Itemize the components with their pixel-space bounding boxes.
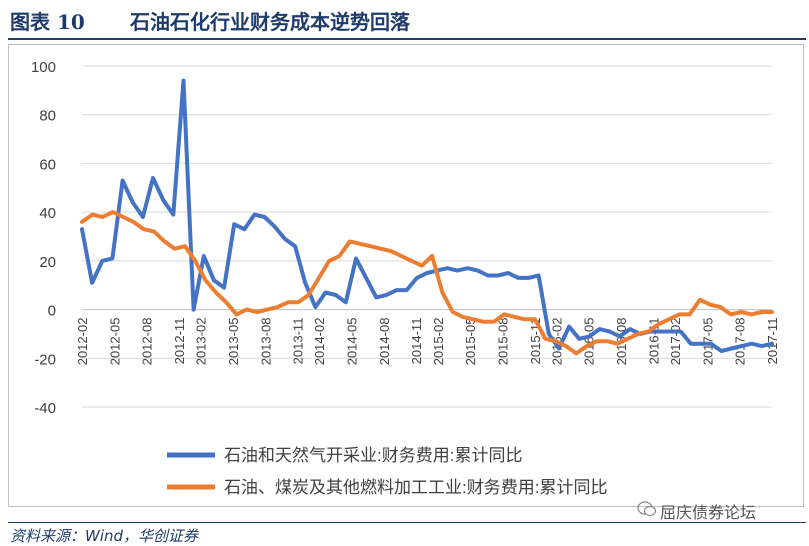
x-tick-label: 2012-02 — [75, 318, 90, 366]
x-tick-label: 2015-11 — [528, 318, 543, 365]
x-tick-label: 2013-11 — [291, 318, 306, 365]
footer-divider — [8, 522, 806, 523]
watermark: 屈庆债券论坛 — [660, 503, 757, 522]
x-tick-label: 2012-05 — [107, 318, 122, 366]
x-tick-label: 2017-11 — [765, 318, 780, 365]
title-divider — [8, 38, 806, 40]
y-tick-label: 40 — [39, 205, 56, 222]
legend-label-2: 石油、煤炭及其他燃料加工工业:财务费用:累计同比 — [224, 478, 607, 497]
y-tick-label: 0 — [48, 303, 56, 320]
series-lines — [80, 78, 774, 356]
x-tick-label: 2013-02 — [194, 318, 209, 366]
x-tick-label: 2012-08 — [140, 318, 155, 366]
figure-label: 图表 10 — [10, 10, 85, 34]
x-tick-label: 2017-02 — [668, 318, 683, 366]
x-tick-label: 2015-08 — [495, 318, 510, 366]
x-tick-label: 2016-05 — [582, 318, 597, 366]
x-tick-label: 2017-08 — [733, 318, 748, 366]
x-tick-label: 2014-11 — [409, 318, 424, 365]
x-tick-label: 2014-02 — [312, 318, 327, 366]
y-tick-label: -40 — [34, 400, 56, 417]
chart-frame — [8, 44, 804, 507]
legend: 石油和天然气开采业:财务费用:累计同比石油、煤炭及其他燃料加工工业:财务费用:累… — [167, 446, 607, 497]
x-tick-label: 2017-05 — [700, 318, 715, 366]
y-tick-label: -20 — [34, 351, 56, 368]
x-tick-label: 2014-05 — [345, 318, 360, 366]
figure-title: 石油石化行业财务成本逆势回落 — [130, 10, 410, 34]
wechat-icon — [637, 501, 657, 517]
x-tick-label: 2013-08 — [258, 318, 273, 366]
y-tick-label: 60 — [39, 156, 56, 173]
x-tick-label: 2014-08 — [377, 318, 392, 366]
y-tick-label: 100 — [31, 59, 56, 76]
y-axis-ticks: -40 -20 0 20 40 60 80 100 — [31, 59, 56, 417]
series-line-2 — [80, 210, 774, 356]
y-tick-label: 80 — [39, 108, 56, 125]
title-bar: 图表 10 石油石化行业财务成本逆势回落 — [0, 0, 809, 38]
x-axis-ticks: 2012-02 2012-05 2012-08 2012-11 2013-02 2013-… — [75, 318, 780, 366]
x-tick-label: 2015-02 — [431, 318, 446, 366]
series-line-1 — [80, 78, 774, 353]
y-tick-label: 20 — [39, 254, 56, 271]
legend-label-1: 石油和天然气开采业:财务费用:累计同比 — [224, 446, 522, 465]
x-tick-label: 2013-05 — [226, 318, 241, 366]
x-tick-label: 2012-11 — [172, 318, 187, 365]
x-tick-label: 2015-05 — [463, 318, 478, 366]
source-note: 资料来源：Wind，华创证券 — [10, 527, 199, 545]
